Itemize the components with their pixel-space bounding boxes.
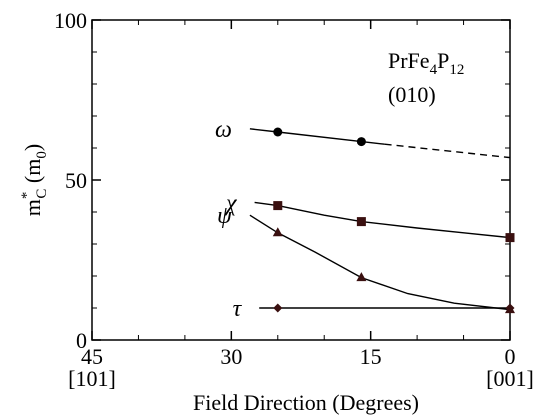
extrapolation-line-circle — [384, 143, 511, 159]
x-axis-title: Field Direction (Degrees) — [193, 390, 419, 415]
chart-text: 45 30 15 0 0 50 100 [101] [001] Field Direction (… — [19, 8, 534, 415]
y-tick-label: 50 — [65, 168, 87, 193]
chart-markers — [272, 127, 515, 314]
data-point-square — [356, 217, 366, 227]
data-point-diamond — [273, 303, 283, 313]
x-tick-label: 30 — [220, 344, 242, 369]
fit-line-triangle — [249, 214, 511, 311]
data-point-circle — [356, 137, 366, 147]
plane-label: (010) — [388, 82, 436, 107]
data-point-triangle — [356, 272, 367, 282]
x-tick-label: 15 — [360, 344, 382, 369]
y-axis-title: m*C (m0) — [19, 144, 50, 216]
y-tick-label: 0 — [76, 328, 87, 353]
x-tick-label: 0 — [505, 344, 516, 369]
x-tick-label: 45 — [81, 344, 103, 369]
series-label-triangle: ψ — [217, 203, 233, 229]
chart-fit-lines — [249, 128, 511, 311]
series-label-square: χ — [224, 190, 238, 216]
data-point-diamond — [505, 303, 515, 313]
series-label-diamond: τ — [233, 296, 243, 322]
data-point-square — [505, 233, 515, 243]
fit-line-square — [254, 201, 511, 239]
direction-label: [001] — [486, 366, 534, 391]
series-label-circle: ω — [215, 117, 232, 143]
direction-label: [101] — [68, 366, 116, 391]
chart-axes — [91, 19, 511, 341]
data-point-circle — [273, 127, 283, 137]
compound-label: PrFe4P12 — [388, 48, 464, 78]
data-point-square — [273, 201, 283, 211]
data-point-triangle — [272, 227, 283, 237]
y-tick-label: 100 — [54, 8, 87, 33]
fit-line-circle — [249, 128, 385, 145]
